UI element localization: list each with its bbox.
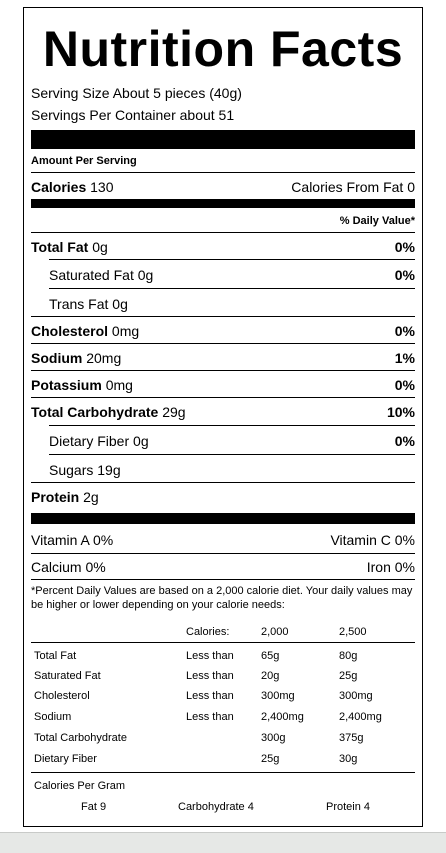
table-cell: 25g xyxy=(261,753,280,765)
nutrient-amount: 19g xyxy=(97,462,121,478)
nutrient-amount: 0g xyxy=(137,267,154,283)
nutrient-label: Sodium xyxy=(31,350,83,366)
thick-divider xyxy=(31,130,415,149)
nutrient-dv: 0% xyxy=(394,433,415,449)
table-cell: 80g xyxy=(339,650,358,662)
label-title: Nutrition Facts xyxy=(42,21,404,77)
daily-value-header: % Daily Value* xyxy=(339,215,415,227)
nutrient-label: Trans Fat xyxy=(49,296,109,312)
nutrient-label: Total Carbohydrate xyxy=(31,404,159,420)
table-cell: 300mg xyxy=(261,690,295,702)
nutrition-label: Nutrition Facts Serving Size About 5 pie… xyxy=(23,7,423,827)
divider xyxy=(31,172,415,173)
table-cell: 30g xyxy=(339,753,358,765)
divider xyxy=(31,772,415,773)
nutrient-label: Saturated Fat xyxy=(49,267,134,283)
nutrient-dv: 0% xyxy=(394,267,415,283)
serving-size: Serving Size About 5 pieces (40g) xyxy=(31,85,242,101)
calories-cell: Calories 130 xyxy=(31,178,114,196)
divider xyxy=(31,232,415,233)
nutrient-label: Cholesterol xyxy=(31,323,109,339)
nutrient-amount: 0mg xyxy=(105,377,133,393)
calcium: Calcium 0% xyxy=(31,559,106,575)
table-cell: 2,400mg xyxy=(339,711,382,723)
bottom-strip xyxy=(0,832,446,853)
nutrient-amount: 0mg xyxy=(111,323,140,339)
iron: Iron 0% xyxy=(366,559,415,575)
table-cell: Cholesterol xyxy=(34,690,90,702)
nutrient-dv: 0% xyxy=(394,323,415,339)
table-header-cell: 2,000 xyxy=(261,626,289,638)
table-cell: Less than xyxy=(186,650,234,662)
divider xyxy=(49,425,415,426)
nutrient-amount: 2g xyxy=(83,489,99,505)
footnote: *Percent Daily Values are based on a 2,0… xyxy=(31,585,413,611)
table-cell: Total Fat xyxy=(34,650,77,662)
nutrient-dv: 0% xyxy=(394,377,415,393)
table-header-cell: 2,500 xyxy=(339,626,367,638)
divider xyxy=(31,397,415,398)
table-cell: Less than xyxy=(186,670,234,682)
table-cell: Saturated Fat xyxy=(34,670,101,682)
divider xyxy=(31,316,415,317)
nutrient-amount: 0g xyxy=(92,239,108,255)
nutrient-label: Total Fat xyxy=(31,239,89,255)
calories-value: 130 xyxy=(90,179,114,195)
carbohydrate-per-gram: Carbohydrate 4 xyxy=(178,801,254,813)
calories-per-gram-label: Calories Per Gram xyxy=(34,780,126,792)
table-cell: 65g xyxy=(261,650,280,662)
nutrient-amount: 0g xyxy=(133,433,149,449)
thick-divider xyxy=(31,513,415,524)
divider xyxy=(31,343,415,344)
vitamin-a: Vitamin A 0% xyxy=(31,532,114,548)
table-cell: 375g xyxy=(339,732,364,744)
divider xyxy=(31,482,415,483)
nutrient-label: Potassium xyxy=(31,377,102,393)
protein-per-gram: Protein 4 xyxy=(326,801,371,813)
nutrient-label: Sugars xyxy=(49,462,94,478)
nutrient-amount: 29g xyxy=(162,404,186,420)
nutrient-label: Protein xyxy=(31,489,80,505)
nutrient-dv: 1% xyxy=(394,350,415,366)
nutrient-label: Dietary Fiber xyxy=(49,433,130,449)
table-cell: Less than xyxy=(186,711,234,723)
servings-per-container: Servings Per Container about 51 xyxy=(31,107,235,123)
table-cell: Less than xyxy=(186,690,234,702)
table-cell: 300g xyxy=(261,732,286,744)
divider xyxy=(31,642,415,643)
table-cell: Total Carbohydrate xyxy=(34,732,127,744)
nutrient-amount: 20mg xyxy=(86,350,122,366)
table-cell: 20g xyxy=(261,670,280,682)
table-cell: 2,400mg xyxy=(261,711,304,723)
nutrient-amount: 0g xyxy=(112,296,128,312)
divider xyxy=(49,259,415,260)
calories-from-fat: Calories From Fat 0 xyxy=(291,179,415,195)
divider xyxy=(49,454,415,455)
divider xyxy=(31,370,415,371)
fat-per-gram: Fat 9 xyxy=(81,801,107,813)
divider xyxy=(31,579,415,580)
divider xyxy=(49,288,415,289)
medium-divider xyxy=(31,199,415,208)
divider xyxy=(31,553,415,554)
amount-per-serving-label: Amount Per Serving xyxy=(31,155,137,167)
calories-label: Calories xyxy=(31,179,87,195)
table-cell: Dietary Fiber xyxy=(34,753,97,765)
nutrient-dv: 10% xyxy=(386,404,415,420)
table-cell: 25g xyxy=(339,670,358,682)
table-cell: 300mg xyxy=(339,690,373,702)
table-cell: Sodium xyxy=(34,711,72,723)
table-header-cell: Calories: xyxy=(186,626,230,638)
nutrient-dv: 0% xyxy=(394,239,415,255)
vitamin-c: Vitamin C 0% xyxy=(330,532,415,548)
